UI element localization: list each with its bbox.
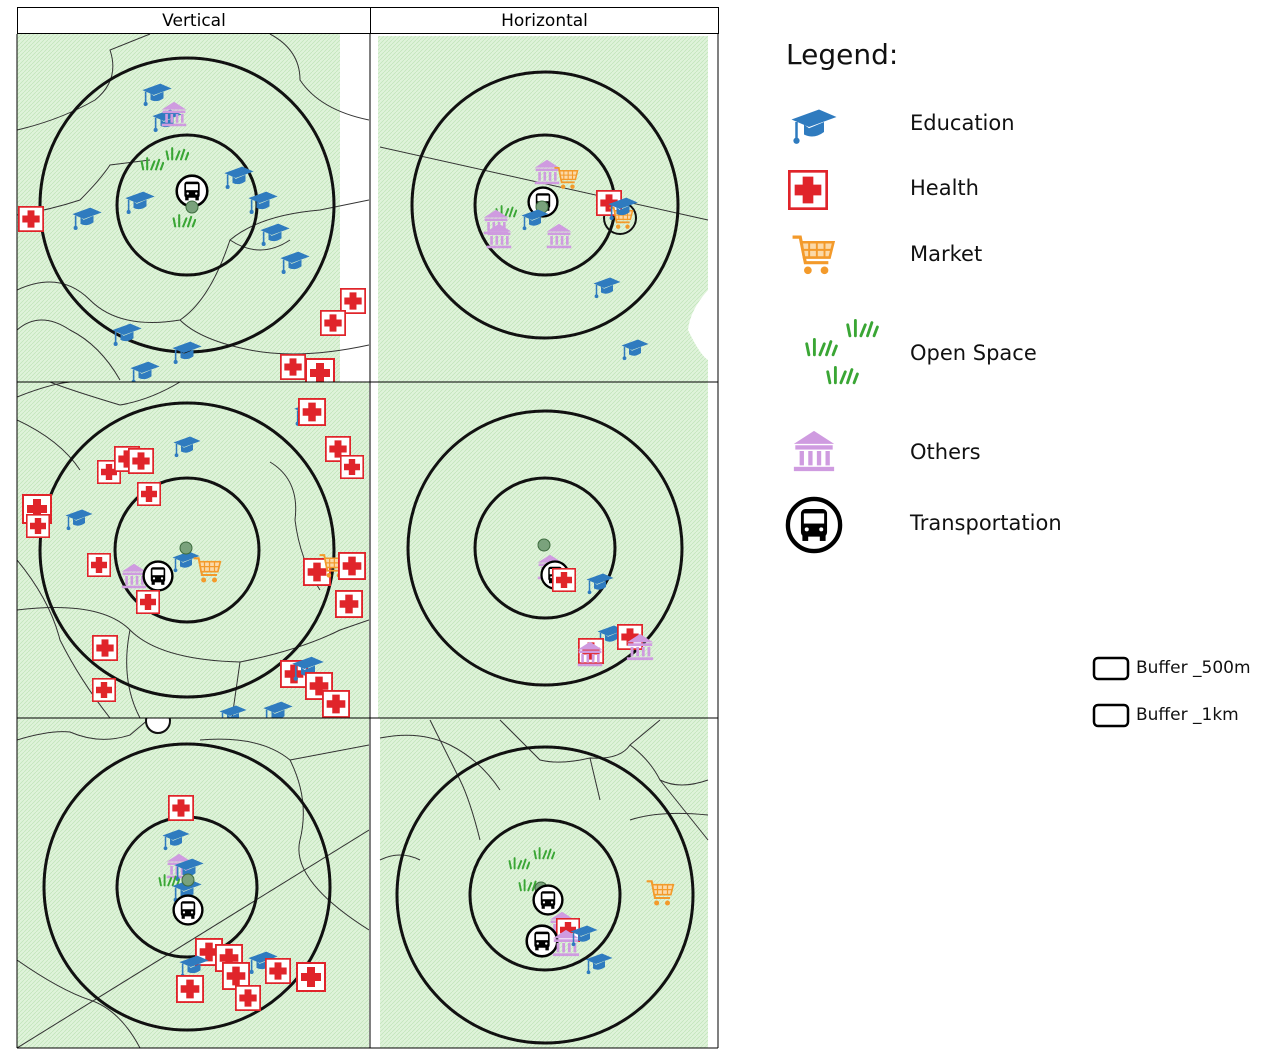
grass-icon: [846, 318, 879, 338]
legend-label-health: Health: [910, 176, 979, 200]
institution-building-icon: [793, 430, 835, 472]
column-header-horizontal: Horizontal: [370, 7, 719, 34]
grass-icon: [826, 365, 859, 385]
map-panel-horizontal-2: [371, 382, 718, 718]
grass-icon: [805, 337, 838, 357]
shopping-cart-icon: [790, 235, 836, 277]
bus-icon: [788, 499, 840, 551]
legend-label-transportation: Transportation: [910, 511, 1062, 535]
poi-markers: [483, 159, 650, 361]
poi-markers: [537, 538, 654, 667]
map-panel-horizontal-1: [371, 34, 718, 382]
buffer-1km-swatch: [1092, 703, 1130, 728]
poi-markers: [508, 847, 675, 975]
poi-markers: [18, 82, 366, 382]
legend-label-market: Market: [910, 242, 983, 266]
buffer-500m-swatch: [1092, 656, 1130, 681]
mortarboard-icon: [790, 108, 838, 146]
map-panel-vertical-3: [17, 718, 369, 1048]
map-panel-horizontal-3: [371, 718, 718, 1048]
legend-icons: [788, 108, 1130, 728]
red-cross-icon: [788, 170, 828, 210]
legend-label-buffer-500m: Buffer _500m: [1136, 658, 1251, 678]
boundary-lines: [379, 719, 709, 861]
legend-label-education: Education: [910, 111, 1015, 135]
column-header-vertical: Vertical: [17, 7, 371, 34]
legend-title: Legend:: [786, 38, 899, 71]
legend-label-others: Others: [910, 440, 981, 464]
panel-borders: [16, 7, 719, 1049]
boundary-lines: [17, 718, 369, 1048]
map-panel-vertical-1: [17, 34, 369, 382]
poi-markers: [158, 795, 326, 1011]
legend-label-buffer-1km: Buffer _1km: [1136, 705, 1239, 725]
boundary-lines: [17, 34, 369, 381]
map-panel-vertical-2: [17, 382, 369, 718]
poi-markers: [22, 398, 366, 718]
legend-label-open-space: Open Space: [910, 341, 1037, 365]
